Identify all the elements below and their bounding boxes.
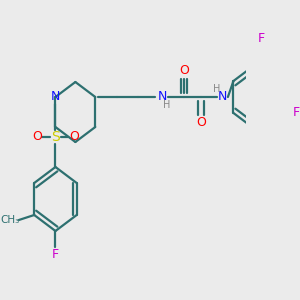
Text: N: N bbox=[158, 91, 167, 103]
Text: S: S bbox=[51, 130, 60, 144]
Text: O: O bbox=[69, 130, 79, 143]
Text: H: H bbox=[163, 100, 170, 110]
Text: F: F bbox=[292, 106, 299, 119]
Text: O: O bbox=[179, 64, 189, 77]
Text: F: F bbox=[52, 248, 59, 262]
Text: O: O bbox=[196, 116, 206, 130]
Text: CH₃: CH₃ bbox=[0, 215, 19, 225]
Text: F: F bbox=[257, 32, 264, 46]
Text: N: N bbox=[218, 91, 227, 103]
Text: N: N bbox=[51, 91, 60, 103]
Text: O: O bbox=[32, 130, 42, 143]
Text: H: H bbox=[213, 84, 220, 94]
